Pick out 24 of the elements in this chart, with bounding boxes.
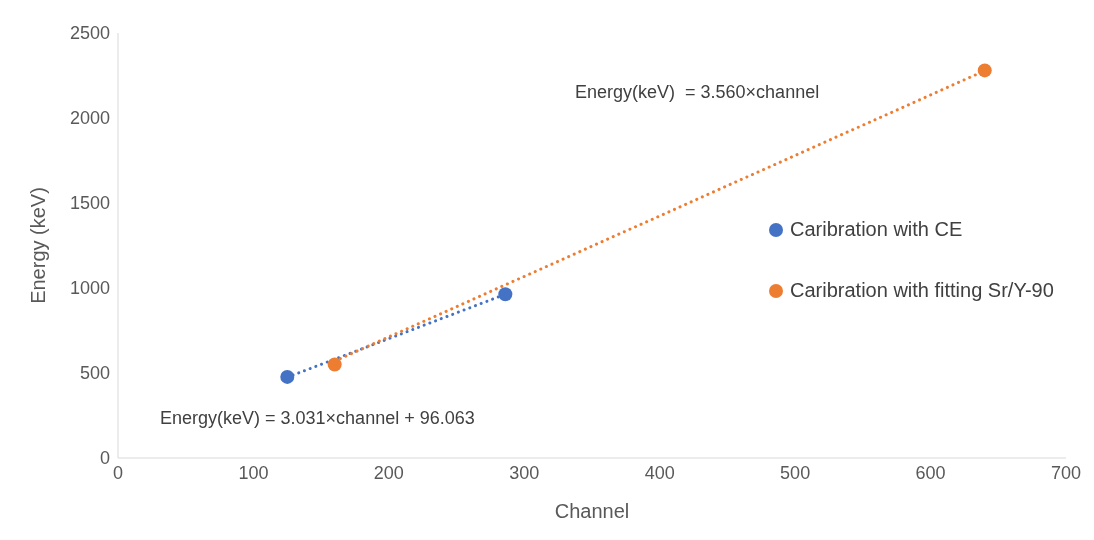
y-axis-title: Energy (keV) — [27, 187, 50, 304]
x-tick-label: 700 — [1050, 462, 1082, 483]
y-tick-label: 2000 — [69, 108, 110, 129]
y-tick-label: 500 — [79, 363, 110, 384]
y-tick-label: 2500 — [69, 23, 110, 44]
y-tick-label: 1500 — [69, 193, 110, 214]
y-tick-label: 1000 — [69, 278, 110, 299]
x-tick-label: 500 — [780, 462, 811, 483]
annotation: Energy(keV) = 3.031×channel + 96.063 — [160, 408, 475, 429]
x-tick-label: 600 — [915, 462, 946, 483]
point — [280, 369, 295, 384]
annotation: Energy(keV) = 3.560×channel — [575, 82, 820, 103]
x-tick-label: 300 — [509, 462, 540, 483]
point — [498, 287, 513, 302]
legend-label: Caribration with fitting Sr/Y-90 — [790, 279, 1054, 302]
point — [327, 357, 342, 372]
legend-label: Caribration with CE — [790, 218, 963, 241]
x-tick-label: 0 — [112, 462, 124, 483]
x-tick-label: 100 — [238, 462, 269, 483]
x-axis-title: Channel — [554, 500, 630, 522]
x-tick-label: 400 — [644, 462, 675, 483]
x-tick-label: 200 — [373, 462, 404, 483]
point — [977, 63, 992, 78]
y-tick-label: 0 — [99, 448, 110, 469]
